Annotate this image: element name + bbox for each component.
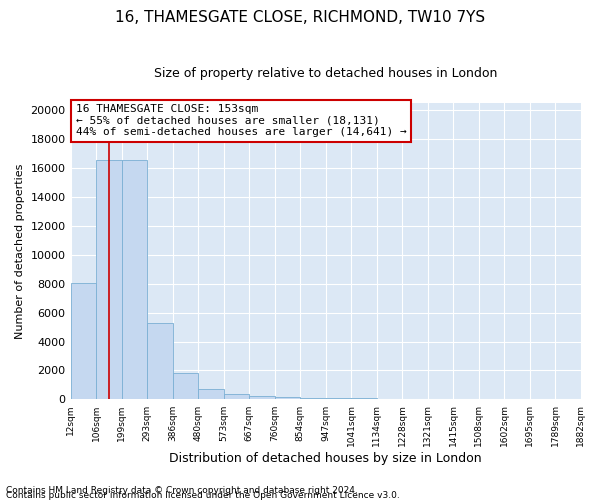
Bar <box>428 399 453 400</box>
Bar <box>377 398 402 400</box>
Bar <box>275 397 300 400</box>
X-axis label: Distribution of detached houses by size in London: Distribution of detached houses by size … <box>169 452 482 465</box>
Bar <box>198 388 224 400</box>
Title: Size of property relative to detached houses in London: Size of property relative to detached ho… <box>154 68 497 80</box>
Text: Contains public sector information licensed under the Open Government Licence v3: Contains public sector information licen… <box>6 490 400 500</box>
Bar <box>224 394 249 400</box>
Y-axis label: Number of detached properties: Number of detached properties <box>15 164 25 338</box>
Text: Contains HM Land Registry data © Crown copyright and database right 2024.: Contains HM Land Registry data © Crown c… <box>6 486 358 495</box>
Bar <box>96 160 122 400</box>
Bar <box>351 398 377 400</box>
Bar <box>249 396 275 400</box>
Bar <box>300 398 326 400</box>
Bar <box>147 322 173 400</box>
Bar <box>402 399 428 400</box>
Bar <box>173 374 198 400</box>
Text: 16 THAMESGATE CLOSE: 153sqm
← 55% of detached houses are smaller (18,131)
44% of: 16 THAMESGATE CLOSE: 153sqm ← 55% of det… <box>76 104 406 137</box>
Bar <box>71 283 96 400</box>
Text: 16, THAMESGATE CLOSE, RICHMOND, TW10 7YS: 16, THAMESGATE CLOSE, RICHMOND, TW10 7YS <box>115 10 485 25</box>
Bar <box>326 398 351 400</box>
Bar <box>122 160 147 400</box>
